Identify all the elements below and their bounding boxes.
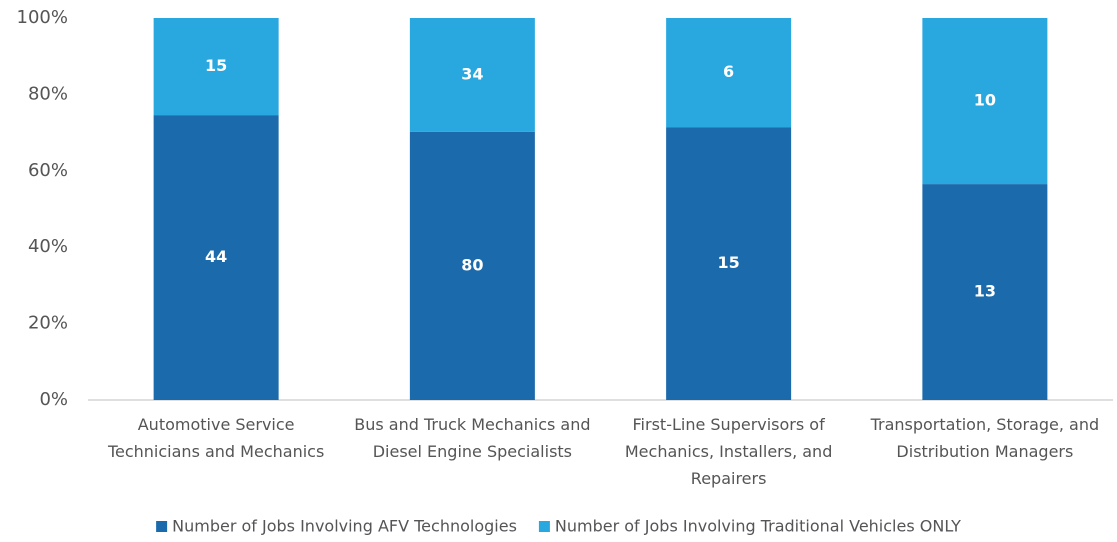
x-tick-label-line: First-Line Supervisors of bbox=[633, 415, 826, 434]
x-tick-label-line: Transportation, Storage, and bbox=[870, 415, 1100, 434]
y-tick-label: 100% bbox=[17, 7, 68, 28]
x-tick-label: Transportation, Storage, and Distribution… bbox=[870, 415, 1100, 461]
x-tick-label: Automotive Service Technicians and Mechan… bbox=[107, 415, 324, 461]
y-tick-label: 20% bbox=[28, 313, 68, 334]
bar-segment bbox=[409, 131, 535, 401]
data-label: 15 bbox=[717, 253, 739, 272]
x-tick-label-line: Repairers bbox=[691, 469, 767, 488]
y-tick-label: 40% bbox=[28, 236, 68, 257]
bar-segment bbox=[666, 127, 792, 401]
bar-segment bbox=[666, 18, 792, 128]
bar-segment bbox=[922, 18, 1048, 185]
data-label: 80 bbox=[461, 255, 483, 274]
x-tick-label-line: Automotive Service bbox=[138, 415, 295, 434]
legend: Number of Jobs Involving AFV Technologie… bbox=[156, 517, 961, 536]
x-tick-label: First-Line Supervisors of Mechanics, Inst… bbox=[625, 415, 832, 488]
data-label: 15 bbox=[205, 56, 227, 75]
y-tick-label: 0% bbox=[39, 389, 68, 410]
bar-segment bbox=[922, 184, 1048, 400]
bar-segment bbox=[409, 18, 535, 132]
x-tick-label: Bus and Truck Mechanics and Diesel Engine… bbox=[354, 415, 590, 461]
legend-swatch bbox=[156, 521, 168, 532]
x-tick-label-line: Distribution Managers bbox=[896, 442, 1073, 461]
data-label: 44 bbox=[205, 247, 227, 266]
legend-swatch bbox=[538, 521, 550, 532]
bar-segment bbox=[153, 18, 279, 116]
data-label: 10 bbox=[974, 91, 996, 110]
data-label: 34 bbox=[461, 64, 483, 83]
x-tick-label-line: Mechanics, Installers, and bbox=[625, 442, 832, 461]
legend-label: Number of Jobs Involving AFV Technologie… bbox=[172, 517, 517, 536]
x-tick-label-line: Diesel Engine Specialists bbox=[373, 442, 572, 461]
data-label: 13 bbox=[974, 282, 996, 301]
bar-segment bbox=[153, 115, 279, 400]
y-tick-label: 60% bbox=[28, 160, 68, 181]
x-tick-label-line: Technicians and Mechanics bbox=[107, 442, 324, 461]
legend-label: Number of Jobs Involving Traditional Veh… bbox=[555, 517, 961, 536]
x-tick-label-line: Bus and Truck Mechanics and bbox=[354, 415, 590, 434]
y-tick-label: 80% bbox=[28, 83, 68, 104]
data-label: 6 bbox=[723, 62, 734, 81]
